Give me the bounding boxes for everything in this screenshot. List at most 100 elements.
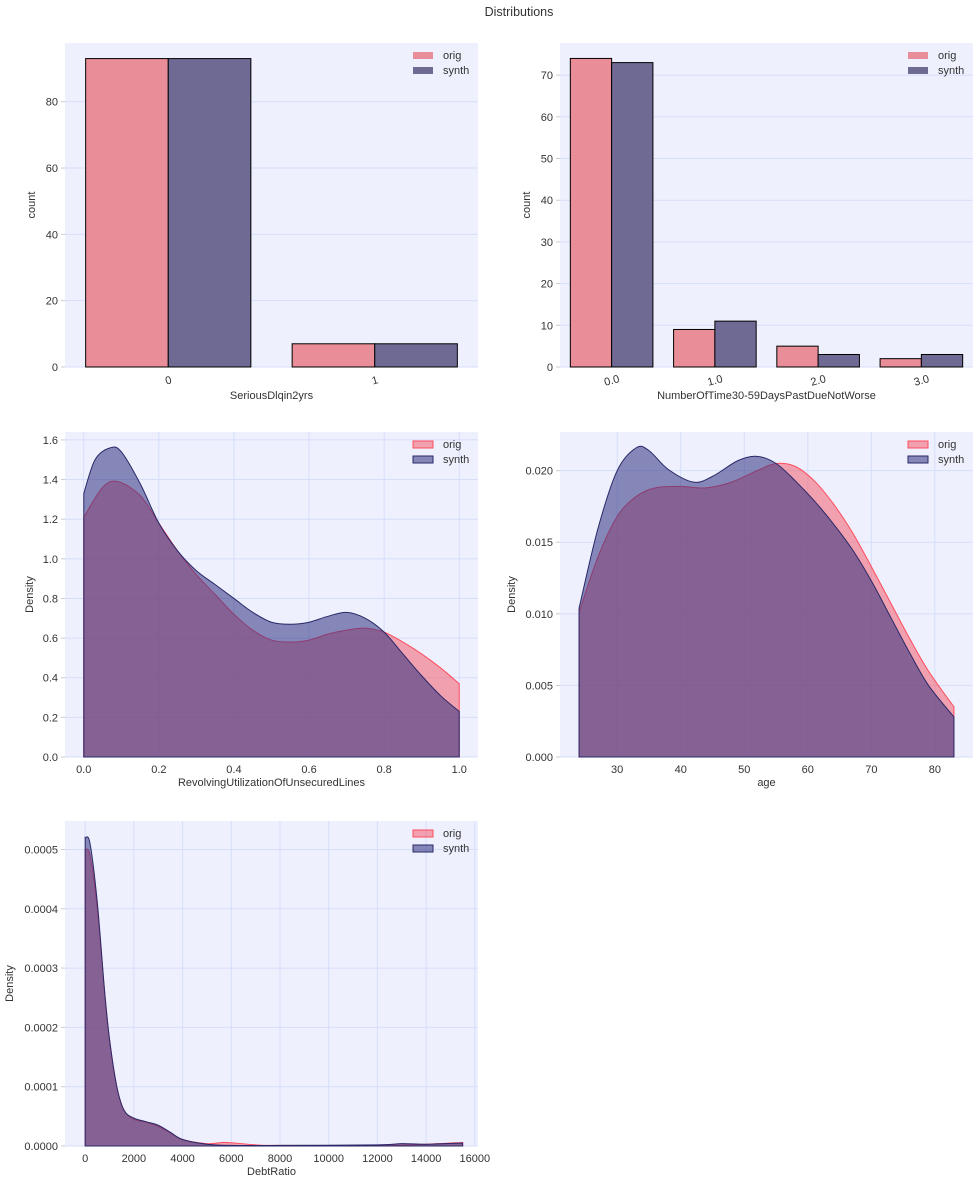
y-tick-label: 60 [46,163,58,175]
y-tick-label: 70 [541,70,553,82]
y-tick-label: 0.010 [525,609,553,621]
x-tick-label: 4000 [170,1153,194,1165]
legend-swatch-orig [908,52,928,59]
x-tick-label: 70 [865,764,877,776]
y-tick-label: 0 [547,362,553,374]
x-axis-label: RevolvingUtilizationOfUnsecuredLines [178,777,366,789]
legend-swatch-synth [413,67,433,74]
x-axis-label: SeriousDlqin2yrs [230,390,314,402]
legend-label-orig: orig [938,50,956,62]
chart-5: 0.0000 0.0001 0.0002 0.0003 0.0004 0.0005 Dens… [4,821,490,1178]
y-tick-label: 1.6 [43,435,58,447]
x-tick-label: 0.6 [301,764,316,776]
bar-orig-2.0 [776,345,819,368]
y-tick-label: 0.2 [43,712,58,724]
chart-1: 0 20 40 60 80 count SeriousDlqin2yrs 0 1 orig synt… [26,43,478,402]
bar-synth-1 [374,343,458,368]
y-tick-label: 0.015 [525,537,553,549]
y-tick-label: 20 [541,279,553,291]
bar-orig-1.0 [673,328,716,368]
y-tick-label: 40 [541,195,553,207]
y-tick-label: 1.0 [43,554,58,566]
legend-label-orig: orig [443,828,461,840]
y-tick-label: 0.020 [525,466,553,478]
y-tick-label: 0.0 [43,752,58,764]
x-tick-label: 80 [929,764,941,776]
y-tick-label: 0.0001 [24,1082,58,1094]
y-tick-label: 0.0002 [24,1022,58,1034]
y-tick-label: 0.8 [43,593,58,605]
kde-area-synth [83,446,460,758]
y-tick-label: 0.005 [525,680,553,692]
bar-synth-0.0 [611,62,654,368]
x-tick-label: 14000 [411,1153,442,1165]
y-axis-label: Density [4,965,16,1002]
legend-label-orig: orig [443,439,461,451]
legend-label-synth: synth [938,454,964,466]
y-tick-label: 80 [46,97,58,109]
x-tick-label: 2000 [122,1153,146,1165]
x-axis-label: DebtRatio [247,1166,296,1178]
x-tick-label: 12000 [362,1153,393,1165]
x-tick-label: 3.0 [913,373,931,389]
x-tick-label: 1 [370,374,379,387]
y-tick-label: 40 [46,229,58,241]
x-tick-label: 0.2 [151,764,166,776]
legend-swatch-synth [907,455,929,464]
y-axis-label: Density [506,576,518,613]
y-tick-label: 10 [541,320,553,332]
y-tick-label: 0.0003 [24,963,58,975]
legend-swatch-orig [413,52,433,59]
y-tick-label: 0.4 [43,673,58,685]
legend-label-synth: synth [443,454,469,466]
x-tick-label: 1.0 [706,373,724,389]
y-tick-label: 1.4 [43,475,58,487]
x-axis-label: age [757,777,775,789]
y-tick-label: 0.000 [525,752,553,764]
y-tick-label: 0 [52,362,58,374]
chart-3: 0.0 0.2 0.4 0.6 0.8 1.0 1.2 1.4 1.6 Density Revolv… [24,432,478,789]
bar-synth-3.0 [920,353,964,368]
y-tick-label: 60 [541,112,553,124]
kde-area-synth [578,445,955,758]
x-tick-label: 6000 [219,1153,243,1165]
x-tick-label: 0.8 [376,764,391,776]
bar-synth-1.0 [714,320,757,368]
y-tick-label: 0.6 [43,633,58,645]
figure-title: Distributions [485,5,554,19]
bar-orig-0 [85,58,169,368]
x-tick-label: 60 [802,764,814,776]
y-axis-label: count [26,192,38,219]
bar-synth-2.0 [817,353,860,368]
plot-background [65,821,478,1146]
y-tick-label: 30 [541,237,553,249]
x-tick-label: 0.4 [226,764,241,776]
x-tick-label: 0 [164,374,173,387]
x-axis-label: NumberOfTime30-59DaysPastDueNotWorse [657,390,876,402]
bar-orig-1 [291,343,376,368]
y-tick-label: 0.0004 [24,904,58,916]
legend-swatch-orig [412,829,434,838]
y-tick-label: 50 [541,154,553,166]
x-tick-label: 30 [611,764,623,776]
y-axis-label: count [521,192,533,219]
y-tick-label: 0.0005 [24,844,58,856]
x-tick-label: 1.0 [452,764,467,776]
legend-swatch-orig [412,440,434,449]
legend-label-orig: orig [443,50,461,62]
x-tick-label: 16000 [460,1153,491,1165]
x-tick-label: 0 [82,1153,88,1165]
x-tick-label: 2.0 [809,373,827,389]
x-tick-label: 40 [675,764,687,776]
y-tick-label: 1.2 [43,514,58,526]
bar-orig-3.0 [879,358,922,368]
y-tick-label: 0.0000 [24,1141,58,1153]
legend-label-synth: synth [443,65,469,77]
y-tick-label: 20 [46,296,58,308]
legend-label-synth: synth [443,843,469,855]
legend-label-orig: orig [938,439,956,451]
x-tick-label: 8000 [268,1153,292,1165]
x-tick-label: 0.0 [76,764,91,776]
x-tick-label: 10000 [313,1153,344,1165]
